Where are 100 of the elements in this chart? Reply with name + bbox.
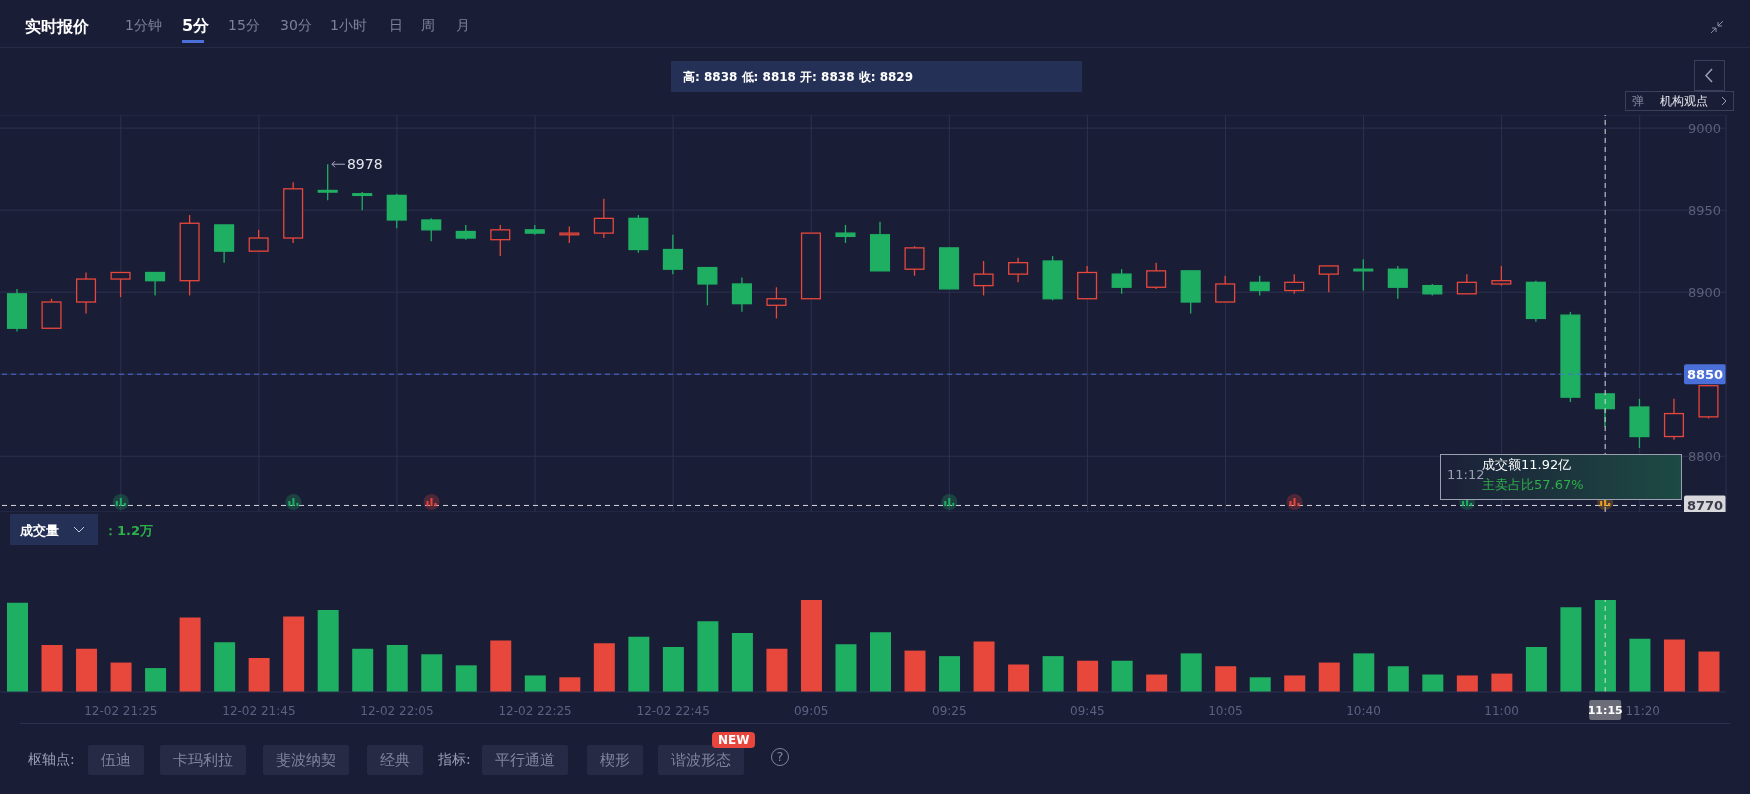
bar: [76, 648, 98, 692]
bar: [1180, 653, 1202, 692]
bar: [731, 633, 753, 692]
candlestick: [766, 286, 787, 320]
bar: [490, 640, 512, 692]
y-tick-label: 8800: [1687, 449, 1721, 465]
bar: [214, 642, 236, 692]
annotation: 8978: [346, 156, 383, 173]
text: NEW: [712, 732, 756, 748]
text: 弹: [1632, 93, 1644, 110]
bar: [455, 665, 477, 692]
x-tick-label: 11:00: [1484, 704, 1519, 718]
text: 成交量: [20, 522, 59, 540]
candlestick: [145, 271, 166, 297]
text: ：1.2万: [104, 522, 154, 540]
text: 伍迪: [88, 745, 144, 775]
bar: [110, 662, 132, 692]
annotation: 成交额11.92亿: [1482, 456, 1572, 472]
x-tick-label: 12-02 21:25: [84, 704, 158, 718]
x-tick-label: 12-02 21:45: [222, 704, 296, 718]
x-tick-label: 12-02 22:05: [360, 704, 434, 718]
candlestick: [1663, 398, 1685, 441]
bar: [697, 621, 719, 692]
bar: [1698, 651, 1720, 692]
bar: [41, 645, 63, 692]
bar: [835, 644, 857, 692]
text: ?: [771, 748, 789, 766]
candlestick: [352, 191, 373, 211]
bar: [1629, 638, 1651, 692]
text: 枢轴点:: [28, 751, 75, 769]
candlestick: [1387, 265, 1408, 300]
bar: [248, 657, 270, 692]
bar: [1594, 600, 1616, 692]
candlestick: [1594, 393, 1615, 428]
bar: [1387, 666, 1409, 692]
bar: [421, 654, 443, 692]
text: 谐波形态: [671, 751, 731, 769]
candlestick: [1491, 265, 1512, 287]
text: 指标:: [438, 751, 471, 769]
bar: [1353, 653, 1375, 692]
bar: [628, 636, 650, 692]
text: 15分: [228, 17, 260, 35]
bar: [386, 645, 408, 692]
text: 机构观点: [1660, 93, 1708, 110]
candlestick: [1456, 273, 1477, 295]
candlestick: [1249, 275, 1270, 297]
bar: [1008, 664, 1030, 692]
bar: [766, 648, 788, 692]
text: 5分: [182, 16, 210, 37]
y-tick-label: 9000: [1687, 121, 1721, 137]
bar: [179, 617, 201, 692]
candlestick: [1111, 268, 1132, 295]
x-tick-label: 11:15: [1587, 704, 1623, 717]
text: 1小时: [330, 17, 367, 35]
text: 周: [421, 17, 435, 35]
candlestick: [662, 234, 683, 275]
text: 楔形: [587, 745, 643, 775]
bar: [939, 656, 961, 692]
text: 经典: [367, 745, 423, 775]
candlestick: [110, 271, 131, 298]
bar: [145, 668, 167, 692]
bar: [1491, 673, 1513, 692]
bar: [870, 632, 891, 692]
bar: [904, 650, 926, 692]
text: 高: 8838 低: 8818 开: 8838 收: 8829: [683, 69, 914, 86]
bar: [524, 675, 546, 692]
bar: [1284, 675, 1306, 692]
candlestick: [1215, 275, 1236, 303]
x-tick-label: 09:25: [932, 704, 967, 718]
text: 日: [389, 17, 403, 35]
ref-line-label: 8850: [1686, 367, 1724, 383]
bar: [1215, 666, 1237, 692]
bar: [283, 616, 305, 692]
y-tick-label: 8900: [1687, 285, 1721, 301]
candlestick: [248, 229, 269, 252]
x-tick-label: 11:20: [1625, 704, 1660, 718]
bar: [973, 641, 995, 692]
candlestick: [75, 271, 97, 315]
text: 月: [456, 17, 470, 35]
candlestick: [904, 245, 925, 277]
y-tick-label: 8950: [1687, 203, 1721, 219]
candlestick: [1284, 273, 1305, 295]
bar: [352, 648, 374, 692]
ref-line-label: 8770: [1686, 498, 1724, 514]
candlestick: [1008, 257, 1029, 283]
bar: [317, 610, 339, 692]
candlestick: [973, 260, 994, 297]
candlestick: [731, 276, 752, 313]
x-tick-label: 09:45: [1070, 704, 1105, 718]
text: 1分钟: [125, 17, 162, 35]
candlestick: [1146, 261, 1167, 290]
bar: [7, 602, 28, 692]
bar: [1422, 674, 1444, 692]
bar: [1249, 677, 1271, 692]
candlestick: [490, 224, 511, 257]
candlestick: [593, 198, 614, 239]
bar: [559, 677, 581, 692]
x-tick-label: 12-02 22:25: [498, 704, 572, 718]
x-tick-label: 09:05: [793, 704, 829, 718]
candlestick: [1318, 265, 1339, 293]
